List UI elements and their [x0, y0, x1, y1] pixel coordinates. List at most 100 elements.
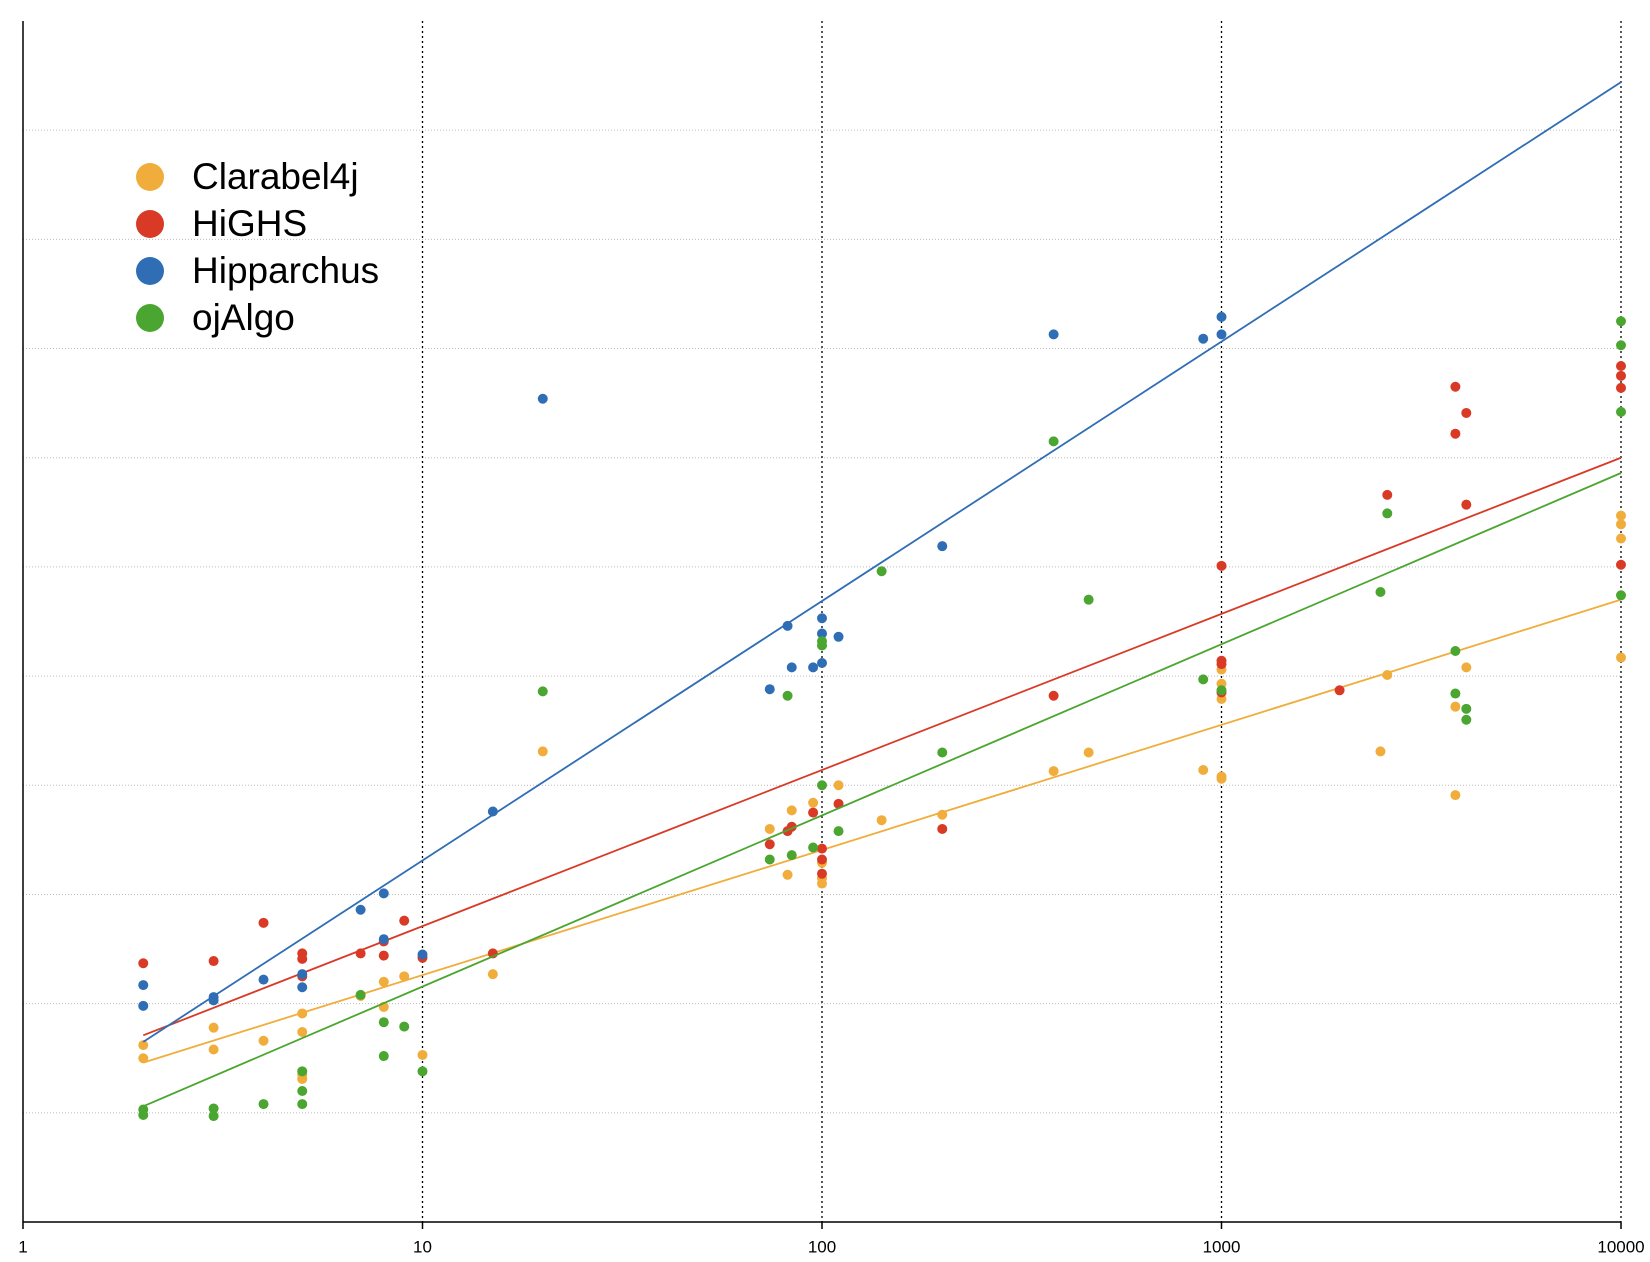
x-tick-label: 10000 [1597, 1237, 1644, 1256]
point [782, 869, 793, 880]
point [1616, 316, 1626, 327]
point [764, 684, 775, 695]
point [786, 662, 797, 673]
x-tick-label: 10 [413, 1237, 432, 1256]
point [1450, 381, 1461, 392]
point [817, 878, 827, 889]
point [808, 797, 819, 808]
point [1450, 688, 1461, 699]
point [1616, 559, 1626, 570]
point [808, 807, 819, 818]
point [817, 868, 827, 879]
point [1216, 311, 1227, 322]
point [378, 950, 389, 961]
point [1616, 370, 1626, 381]
point [1048, 690, 1059, 701]
point [1198, 333, 1209, 344]
point [297, 1099, 308, 1110]
point [378, 1017, 389, 1028]
point [258, 1099, 269, 1110]
point [138, 1053, 149, 1064]
point [782, 690, 793, 701]
point [1461, 499, 1472, 510]
point [1461, 662, 1472, 673]
point [817, 780, 827, 791]
legend-marker [136, 257, 164, 285]
legend-marker [136, 304, 164, 332]
trend-line [142, 472, 1622, 1108]
point [297, 1008, 308, 1019]
point [417, 1049, 428, 1060]
point [1616, 361, 1626, 372]
point [1048, 436, 1059, 447]
point [208, 1103, 219, 1114]
point [1048, 329, 1059, 340]
x-tick-label: 1000 [1203, 1237, 1241, 1256]
point [1461, 703, 1472, 714]
point [817, 854, 827, 865]
legend-label: HiGHS [192, 203, 307, 244]
point [1616, 533, 1626, 544]
x-tick-label: 100 [808, 1237, 836, 1256]
point [297, 1066, 308, 1077]
point [937, 823, 948, 834]
point [1616, 519, 1626, 530]
legend-label: Hipparchus [192, 250, 379, 291]
point [138, 958, 149, 969]
point [297, 969, 308, 980]
point [297, 1027, 308, 1038]
point [1083, 594, 1094, 605]
x-tick-label: 1 [18, 1237, 27, 1256]
point [786, 805, 797, 816]
point [297, 953, 308, 964]
legend-marker [136, 163, 164, 191]
point [1382, 489, 1393, 500]
point [297, 1073, 308, 1084]
trend-line [142, 456, 1622, 1037]
point [1198, 764, 1209, 775]
point [1616, 406, 1626, 417]
point [208, 1044, 219, 1055]
point [1048, 766, 1059, 777]
point [399, 971, 410, 982]
point [1083, 747, 1094, 758]
point [937, 541, 948, 552]
point [399, 915, 410, 926]
point [417, 1066, 428, 1077]
point [417, 949, 428, 960]
point [1450, 428, 1461, 439]
point [297, 982, 308, 993]
point [764, 839, 775, 850]
point [817, 843, 827, 854]
point [258, 1035, 269, 1046]
point [833, 780, 844, 791]
point [1216, 560, 1227, 571]
point [833, 631, 844, 642]
point [537, 686, 548, 697]
point [808, 842, 819, 853]
point [1382, 508, 1393, 519]
point [1198, 674, 1209, 685]
point [378, 976, 389, 987]
point [817, 613, 827, 624]
point [1461, 407, 1472, 418]
legend-label: ojAlgo [192, 297, 295, 338]
point [1461, 714, 1472, 725]
point [378, 888, 389, 899]
point [258, 974, 269, 985]
point [817, 657, 827, 668]
point [1216, 773, 1227, 784]
point [258, 917, 269, 928]
point [297, 1085, 308, 1096]
point [1616, 382, 1626, 393]
point [817, 628, 827, 639]
point [764, 854, 775, 865]
point [764, 823, 775, 834]
point [537, 393, 548, 404]
point [817, 640, 827, 651]
point [1616, 510, 1626, 521]
point [937, 809, 948, 820]
point [786, 850, 797, 861]
point [378, 934, 389, 945]
